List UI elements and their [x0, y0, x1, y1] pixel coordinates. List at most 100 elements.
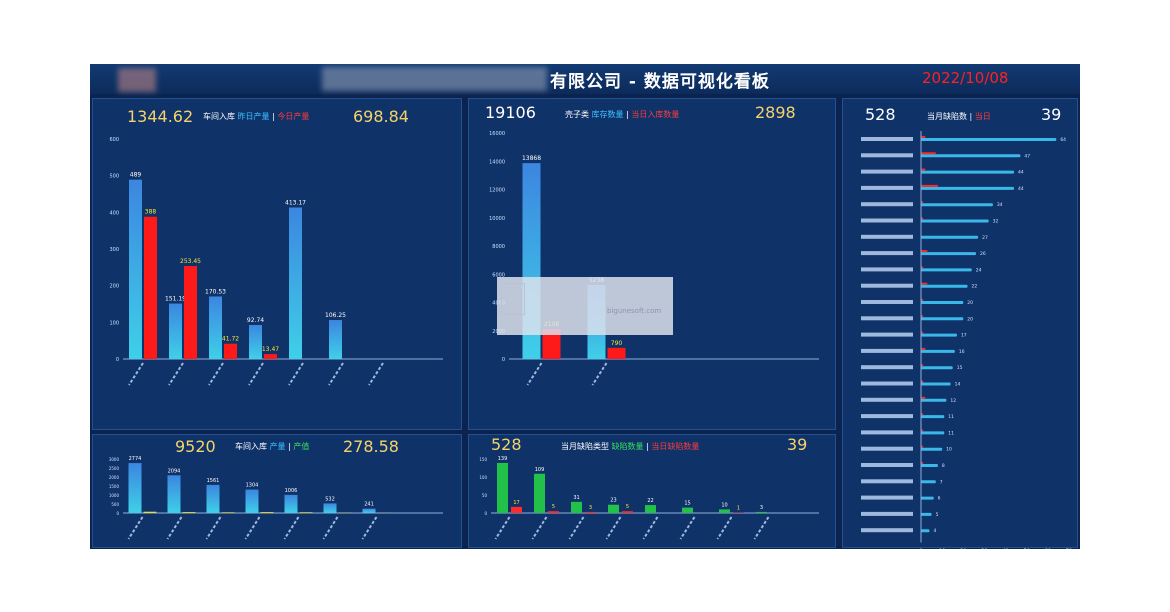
bar-month: [921, 138, 1057, 141]
bar-value-label: 8: [942, 463, 945, 469]
bar-value-label: 11: [948, 414, 954, 420]
bar-series-1: [323, 503, 337, 513]
bar-month: [921, 333, 957, 337]
bar-today: [921, 217, 924, 220]
y-tick-label: 8000: [492, 244, 505, 250]
bar-series-1: [756, 511, 767, 513]
bar-series-1: [289, 207, 302, 359]
bar-today: [921, 364, 924, 367]
data-label-series-2: 790: [611, 340, 623, 347]
caption-title: 壳子类: [565, 110, 589, 119]
bar-series-2: [548, 511, 559, 513]
yesterday-total: 1344.62: [127, 107, 194, 126]
bar-value-label: 15: [957, 365, 963, 371]
bar-today: [921, 152, 936, 155]
y-tick-label: 100: [109, 320, 119, 326]
x-tick-label: 20: [960, 549, 966, 550]
x-tick-label-blurred: [248, 362, 264, 386]
data-label-series-1: 31: [573, 495, 579, 501]
bar-value-label: 7: [940, 479, 943, 485]
bar-series-2: [143, 511, 157, 513]
bar-series-1: [497, 462, 508, 513]
today-defect-total: 39: [787, 435, 808, 454]
output-value-total: 278.58: [343, 437, 399, 456]
data-label-series-1: 109: [535, 467, 545, 473]
data-label-series-1: 1304: [246, 483, 259, 489]
bar-today: [921, 380, 924, 383]
data-label-series-2: 253.45: [180, 258, 201, 265]
bar-month: [921, 382, 951, 386]
data-label-series-2: 3: [589, 505, 592, 511]
today-defects-total: 39: [1041, 105, 1062, 124]
bar-month: [921, 284, 968, 288]
shell-stock-chart: 0200040006000800010000120001400016000138…: [489, 131, 819, 386]
y-tick-label: 2500: [109, 466, 120, 471]
bar-month: [921, 252, 976, 256]
category-label-blurred: [861, 300, 913, 304]
x-tick-label-blurred: [679, 516, 696, 540]
x-tick-label-blurred: [531, 516, 548, 540]
panel-defects: 528 当月缺陷数 | 当日 39 64 47 44 44 34 32 27 26 24 22 20…: [842, 98, 1078, 550]
x-tick-label-blurred: [166, 516, 183, 540]
data-label-series-2: 41.72: [222, 336, 239, 343]
data-label-series-2: 5: [552, 504, 555, 510]
x-tick-label-blurred: [128, 362, 144, 386]
data-label-series-1: 1561: [207, 478, 220, 484]
legend-today: 当日: [974, 112, 991, 121]
bar-series-1: [245, 489, 259, 513]
bar-month: [921, 366, 953, 370]
bar-value-label: 27: [982, 235, 988, 241]
caption-separator: |: [969, 112, 973, 121]
bar-value-label: 26: [980, 251, 986, 257]
bar-value-label: 22: [972, 284, 978, 290]
data-label-series-1: 2774: [129, 456, 142, 462]
data-label-series-2: 388: [145, 209, 157, 216]
bar-month: [921, 431, 945, 435]
y-tick-label: 150: [479, 457, 487, 462]
bar-series-1: [362, 508, 376, 513]
data-label-series-1: 106.25: [325, 312, 346, 319]
bar-value-label: 11: [948, 430, 954, 436]
bar-series-2: [585, 511, 596, 513]
legend-qty: 产量: [269, 442, 286, 451]
bar-today: [921, 266, 924, 269]
category-label-blurred: [861, 316, 913, 321]
bar-today: [921, 250, 928, 253]
watermark-logo-icon: [501, 283, 525, 315]
data-label-series-1: 2094: [168, 468, 181, 474]
category-label-blurred: [861, 495, 913, 500]
bar-value-label: 14: [955, 382, 961, 388]
y-tick-label: 2000: [109, 475, 120, 480]
watermark: bigunesoft.com: [497, 277, 673, 335]
caption-separator: |: [626, 110, 629, 119]
defect-type-total: 528: [491, 435, 522, 454]
workshop-stock-chart: 0 100 200 300 400 500 600 489 388 151.19 253.45 170…: [109, 137, 443, 386]
category-label-blurred: [861, 185, 913, 190]
bar-today: [921, 445, 924, 448]
bar-today: [921, 331, 924, 334]
bar-today: [921, 168, 926, 171]
bar-month: [921, 398, 947, 402]
bar-month: [921, 464, 938, 467]
data-label-series-1: 413.17: [285, 200, 306, 207]
bar-today: [921, 184, 938, 187]
bar-series-1: [719, 509, 730, 513]
today-in-total: 2898: [755, 103, 796, 122]
caption-title: 当月缺陷类型: [561, 442, 609, 451]
bar-month: [921, 496, 934, 500]
category-label-blurred: [861, 463, 913, 467]
bar-month: [921, 235, 979, 239]
data-label-series-1: 151.19: [165, 296, 186, 303]
bar-today: [921, 429, 924, 432]
bar-series-1: [284, 494, 298, 513]
caption-separator: |: [288, 442, 291, 451]
bar-series-1: [167, 475, 181, 513]
category-label-blurred: [861, 234, 913, 239]
bar-series-1: [608, 504, 619, 513]
bar-value-label: 47: [1024, 153, 1030, 159]
x-tick-label-blurred: [716, 516, 733, 540]
bar-series-1: [571, 501, 582, 513]
legend-value: 产值: [293, 442, 310, 451]
bar-series-2: [607, 347, 626, 359]
category-label-blurred: [861, 348, 913, 353]
